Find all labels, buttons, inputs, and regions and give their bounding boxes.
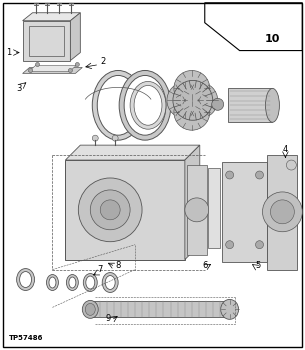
Ellipse shape — [119, 70, 171, 140]
Ellipse shape — [92, 70, 144, 140]
Polygon shape — [29, 65, 76, 71]
Circle shape — [29, 69, 33, 72]
Ellipse shape — [83, 274, 97, 292]
Ellipse shape — [85, 303, 95, 315]
Ellipse shape — [46, 274, 59, 290]
Circle shape — [185, 198, 209, 222]
Ellipse shape — [97, 76, 139, 135]
Circle shape — [68, 69, 72, 72]
Polygon shape — [185, 145, 200, 260]
Polygon shape — [23, 13, 80, 21]
Text: 5: 5 — [255, 261, 260, 270]
Circle shape — [226, 241, 234, 248]
Circle shape — [174, 94, 210, 130]
Polygon shape — [65, 160, 185, 260]
Polygon shape — [23, 21, 70, 61]
Circle shape — [226, 171, 234, 179]
FancyBboxPatch shape — [90, 301, 230, 317]
Ellipse shape — [134, 85, 162, 125]
Polygon shape — [23, 68, 82, 74]
Polygon shape — [65, 145, 200, 160]
Text: TP57486: TP57486 — [9, 335, 43, 341]
Text: 1: 1 — [6, 48, 11, 57]
Ellipse shape — [16, 268, 34, 290]
Text: 6: 6 — [202, 261, 207, 270]
Circle shape — [78, 178, 142, 242]
Circle shape — [100, 200, 120, 220]
Circle shape — [271, 200, 294, 224]
Text: 10: 10 — [265, 34, 280, 44]
Circle shape — [36, 63, 40, 66]
Ellipse shape — [69, 277, 76, 288]
Ellipse shape — [102, 273, 118, 293]
Text: 9: 9 — [106, 314, 111, 323]
FancyBboxPatch shape — [228, 89, 272, 122]
Ellipse shape — [20, 272, 31, 287]
Circle shape — [286, 160, 296, 170]
Text: 8: 8 — [116, 261, 121, 270]
Text: 4: 4 — [283, 145, 288, 154]
Ellipse shape — [66, 274, 78, 290]
Ellipse shape — [82, 300, 98, 318]
Text: 3: 3 — [16, 84, 21, 93]
Polygon shape — [187, 165, 207, 255]
Ellipse shape — [105, 275, 115, 289]
Circle shape — [173, 80, 213, 120]
Ellipse shape — [86, 276, 95, 289]
Circle shape — [182, 82, 218, 118]
Circle shape — [92, 135, 98, 141]
Circle shape — [75, 63, 79, 66]
Ellipse shape — [221, 300, 239, 319]
Circle shape — [90, 190, 130, 230]
Circle shape — [112, 135, 118, 141]
Ellipse shape — [265, 89, 279, 122]
Polygon shape — [267, 155, 297, 270]
Circle shape — [256, 241, 264, 248]
Ellipse shape — [130, 82, 166, 129]
Circle shape — [167, 82, 203, 118]
Ellipse shape — [124, 76, 166, 135]
Circle shape — [174, 70, 210, 106]
FancyBboxPatch shape — [208, 168, 220, 248]
Polygon shape — [70, 13, 80, 61]
Circle shape — [212, 98, 224, 110]
Text: 7: 7 — [98, 265, 103, 274]
Text: 2: 2 — [100, 56, 106, 65]
Polygon shape — [222, 162, 267, 261]
Circle shape — [256, 171, 264, 179]
Ellipse shape — [49, 277, 56, 288]
Circle shape — [263, 192, 302, 232]
